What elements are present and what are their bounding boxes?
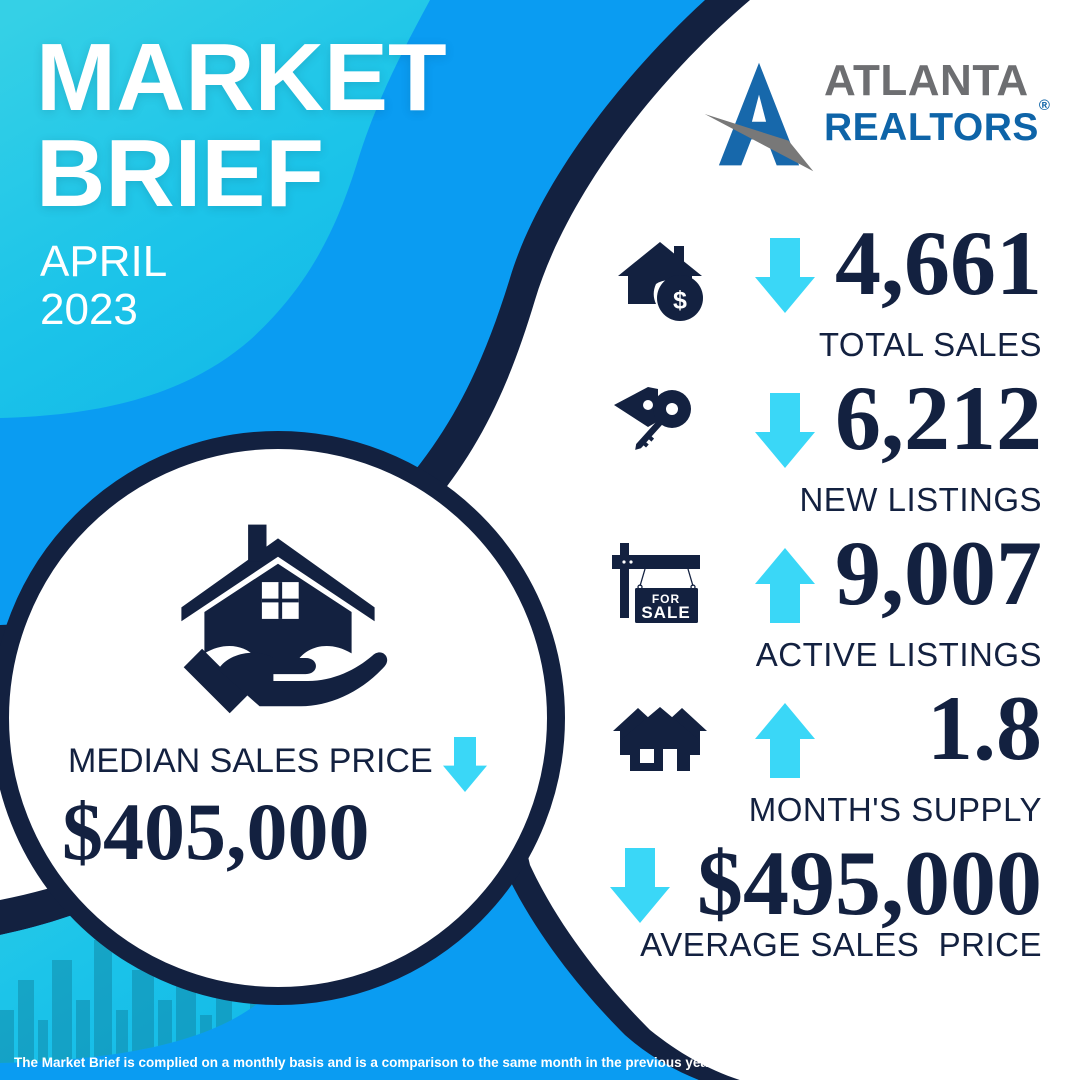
svg-text:SALE: SALE [641, 603, 690, 622]
svg-text:$: $ [673, 287, 687, 315]
